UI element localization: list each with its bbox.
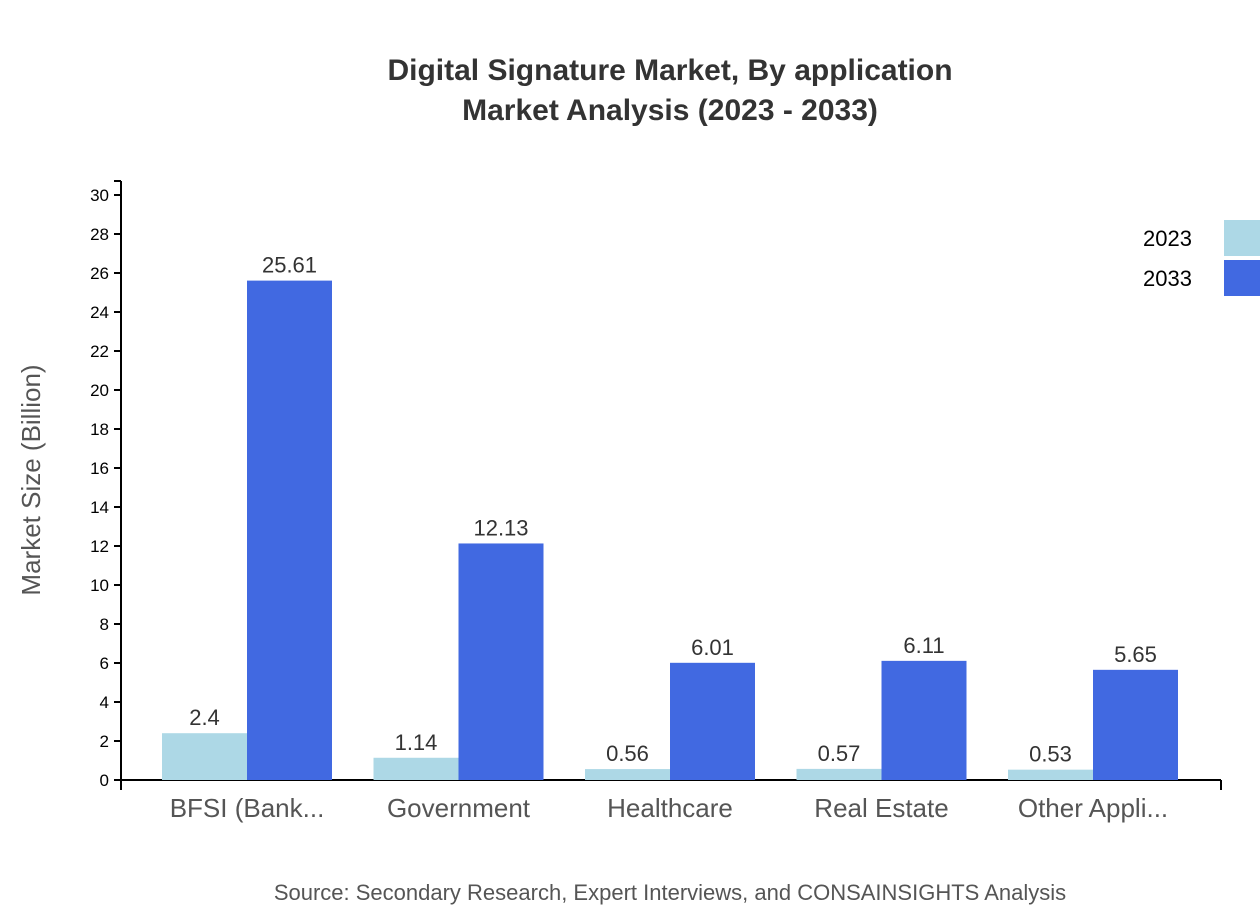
data-label-2023: 1.14 (395, 730, 438, 755)
legend: 2023 2033 (1143, 220, 1260, 296)
data-label-2033: 25.61 (262, 253, 317, 278)
data-label-2023: 2.4 (189, 705, 220, 730)
bar-2023 (796, 768, 882, 780)
bar-2023 (1008, 769, 1093, 780)
data-label-2023: 0.56 (606, 741, 649, 766)
y-tick-label: 14 (90, 498, 109, 517)
legend-swatch-2023 (1224, 220, 1260, 256)
y-tick-label: 10 (90, 576, 109, 595)
y-tick-label: 0 (100, 771, 109, 790)
x-tick-label: Real Estate (814, 793, 948, 823)
source-note: Source: Secondary Research, Expert Inter… (274, 880, 1066, 905)
data-label-2033: 12.13 (473, 515, 528, 540)
bars: 2.4 1.14 0.56 0.57 0.53 25.61 12.13 6.01 6.11 5.6… (162, 253, 1178, 780)
bar-2023 (585, 769, 670, 780)
y-axis-label: Market Size (Billion) (16, 364, 46, 595)
x-tick-label: Healthcare (607, 793, 733, 823)
y-tick-label: 4 (100, 693, 109, 712)
y-tick-label: 28 (90, 225, 109, 244)
bar-2033 (881, 660, 967, 780)
y-tick-label: 16 (90, 459, 109, 478)
x-axis: BFSI (Bank... Government Healthcare Real Es… (120, 779, 1222, 823)
bar-2023 (162, 733, 247, 780)
chart-title-line-1: Digital Signature Market, By application (387, 54, 952, 87)
bar-2033 (670, 662, 755, 780)
legend-label-2023: 2023 (1143, 226, 1192, 251)
y-tick-label: 8 (100, 615, 109, 634)
y-tick-label: 30 (90, 186, 109, 205)
bar-2033 (1093, 669, 1178, 780)
x-tick-label: Government (387, 793, 531, 823)
x-tick-label: BFSI (Bank... (170, 793, 325, 823)
bar-2033 (247, 280, 332, 780)
y-tick-label: 6 (100, 654, 109, 673)
data-label-2033: 6.01 (691, 635, 734, 660)
bar-2033 (458, 543, 544, 780)
y-tick-label: 24 (90, 303, 109, 322)
bar-2023 (373, 757, 459, 780)
y-tick-label: 26 (90, 264, 109, 283)
y-tick-label: 2 (100, 732, 109, 751)
x-tick-label: Other Appli... (1018, 793, 1168, 823)
data-label-2023: 0.57 (818, 741, 861, 766)
data-label-2033: 6.11 (903, 633, 944, 658)
data-label-2023: 0.53 (1029, 742, 1072, 767)
chart-title-line-2: Market Analysis (2023 - 2033) (462, 94, 878, 127)
y-tick-label: 20 (90, 381, 109, 400)
legend-label-2033: 2033 (1143, 266, 1192, 291)
y-tick-label: 12 (90, 537, 109, 556)
y-tick-label: 18 (90, 420, 109, 439)
y-tick-label: 22 (90, 342, 109, 361)
legend-swatch-2033 (1224, 260, 1260, 296)
data-label-2033: 5.65 (1114, 642, 1157, 667)
